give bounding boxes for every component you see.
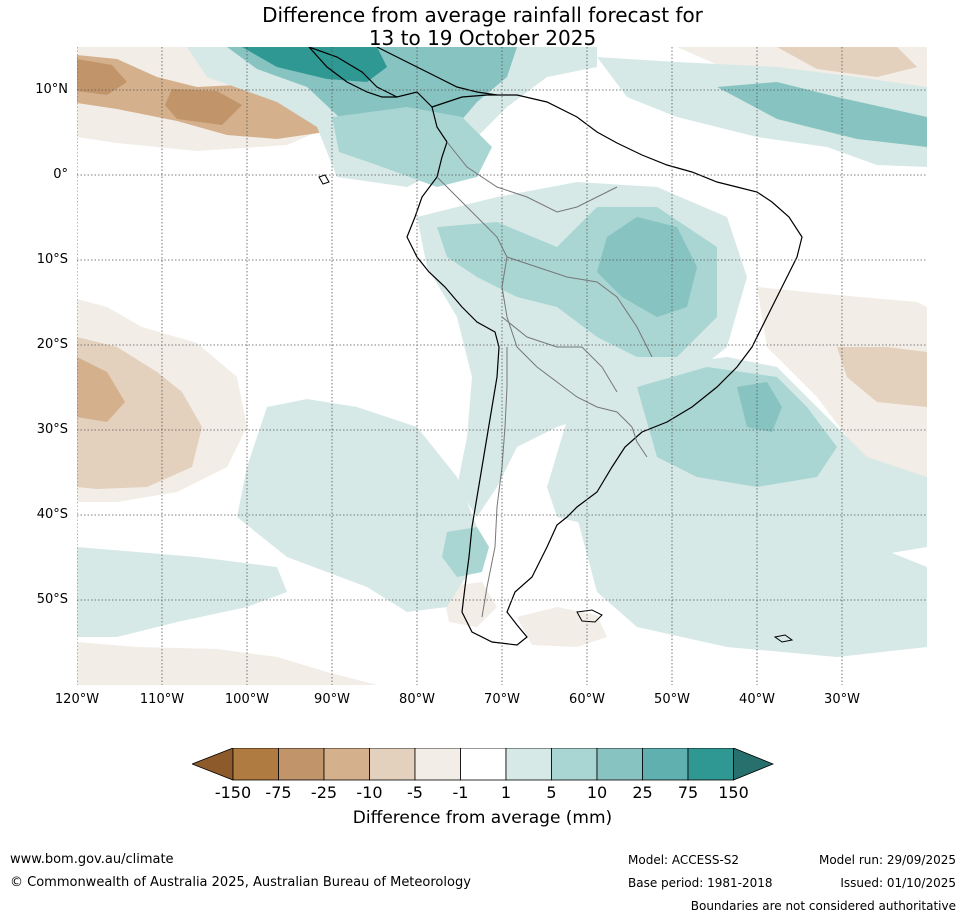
footer-copyright: © Commonwealth of Australia 2025, Austra…	[10, 875, 471, 890]
legend-colorbar	[192, 748, 774, 781]
gridlines	[77, 47, 927, 685]
wet-region-south-atlantic-core	[737, 382, 782, 432]
lat-label-10n: 10°N	[35, 82, 68, 97]
legend-tick: 25	[632, 783, 653, 802]
map-title: Difference from average rainfall forecas…	[0, 4, 965, 50]
legend-swatch-4	[369, 748, 416, 781]
legend-swatch-3	[323, 748, 370, 781]
lon-label-70w: 70°W	[484, 692, 520, 707]
rainfall-anomaly-map	[77, 47, 927, 685]
dry-region-west-pacific-core	[77, 357, 125, 422]
dry-region-south	[77, 642, 377, 685]
wet-region-chile-south	[442, 527, 489, 577]
lat-label-10s: 10°S	[36, 252, 68, 267]
footer-base-period: Base period: 1981-2018	[628, 876, 773, 890]
lat-label-30s: 30°S	[36, 422, 68, 437]
border-lines	[436, 141, 653, 618]
lon-label-80w: 80°W	[399, 692, 435, 707]
lon-label-100w: 100°W	[224, 692, 270, 707]
legend-tick: 1	[500, 783, 512, 802]
legend-swatch-2	[278, 748, 325, 781]
legend-tick: -25	[310, 783, 338, 802]
footer-model: Model: ACCESS-S2	[628, 853, 740, 867]
wet-anomaly-regions	[77, 47, 927, 657]
lat-label-50s: 50°S	[36, 592, 68, 607]
south-america-coastline	[308, 47, 803, 646]
country-borders	[436, 141, 653, 618]
legend-tick: 10	[586, 783, 608, 802]
legend-swatch-10	[642, 748, 689, 781]
wet-region-southern-ocean-east	[577, 517, 927, 657]
lat-label-40s: 40°S	[36, 507, 68, 522]
wet-region-north-atlantic	[597, 57, 927, 167]
legend-tick: 75	[677, 783, 699, 802]
legend-tick: -75	[265, 783, 292, 802]
wet-region-colombia	[332, 107, 492, 187]
wet-region-north-pacific-core	[242, 47, 387, 82]
wet-region-south-atlantic-mid	[637, 367, 837, 487]
central-america-coastline	[308, 47, 498, 98]
lon-label-110w: 110°W	[139, 692, 185, 707]
land-boundaries	[308, 47, 803, 646]
legend-title: Difference from average (mm)	[352, 808, 613, 828]
lat-label-0: 0°	[53, 167, 68, 182]
dry-region-southeast-core	[837, 347, 927, 407]
lon-label-50w: 50°W	[654, 692, 690, 707]
title-line-1: Difference from average rainfall forecas…	[262, 3, 703, 27]
footer-website: www.bom.gov.au/climate	[10, 852, 174, 867]
legend-tick: 5	[546, 783, 557, 802]
islands	[318, 174, 794, 643]
dry-region-north-atlantic-core	[777, 47, 917, 77]
legend-tick: -1	[452, 783, 469, 802]
legend-tick: -150	[214, 783, 252, 802]
legend-tick: -5	[407, 783, 423, 802]
wet-region-north-atlantic-core	[717, 82, 927, 147]
title-line-2: 13 to 19 October 2025	[368, 26, 597, 50]
lon-label-120w: 120°W	[54, 692, 100, 707]
falkland-islands	[576, 609, 603, 623]
footer-boundaries: Boundaries are not considered authoritat…	[690, 899, 956, 913]
legend-swatch-9	[596, 748, 643, 781]
galapagos-islands	[318, 174, 330, 185]
footer-model-run: Model run: 29/09/2025	[818, 853, 956, 867]
dry-region-patagonia-sea	[517, 607, 607, 647]
legend-swatch-6	[460, 748, 507, 781]
lon-label-60w: 60°W	[569, 692, 605, 707]
legend-swatch-8	[551, 748, 598, 781]
dry-region-patagonia-west	[442, 582, 497, 627]
legend-swatch-high-extend	[733, 748, 774, 781]
legend-swatch-1	[232, 748, 279, 781]
legend-swatch-11	[687, 748, 734, 781]
lon-label-90w: 90°W	[314, 692, 350, 707]
legend-tick: -10	[356, 783, 383, 802]
footer-issued: Issued: 01/10/2025	[840, 876, 956, 890]
lon-label-30w: 30°W	[824, 692, 860, 707]
lon-label-40w: 40°W	[739, 692, 775, 707]
south-georgia-island	[773, 634, 794, 643]
lat-label-20s: 20°S	[36, 337, 68, 352]
dry-region-northwest-peak	[77, 59, 242, 125]
legend-tick: 150	[718, 783, 749, 802]
legend-swatch-7	[505, 748, 552, 781]
legend-swatch-low-extend	[192, 748, 234, 781]
wet-region-southern-ocean-west	[77, 547, 287, 637]
legend-swatch-5	[414, 748, 461, 781]
